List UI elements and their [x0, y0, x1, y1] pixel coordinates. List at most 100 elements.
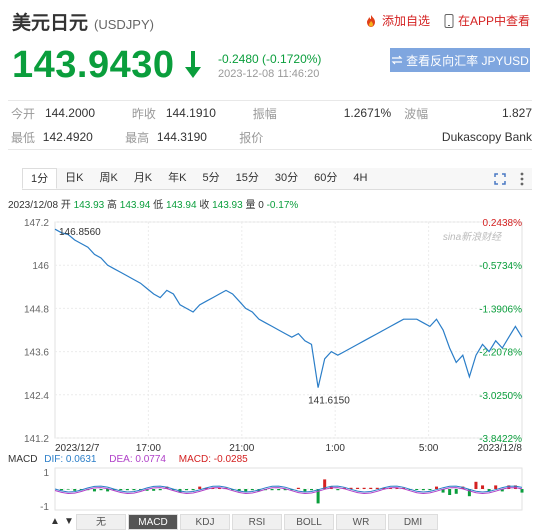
x-tick: 1:00 [325, 443, 345, 454]
quote-value: 1.827 [502, 106, 533, 120]
header-actions: 添加自选 在APP中查看 [364, 12, 530, 29]
price-change: -0.2480 (-0.1720%) [218, 52, 322, 66]
macd-bar [494, 485, 498, 489]
macd-chart[interactable]: 1 -1 [0, 464, 550, 514]
tab-月K[interactable]: 月K [133, 172, 153, 184]
macd-bar [520, 489, 524, 493]
tab-日K[interactable]: 日K [65, 172, 84, 184]
macd-bar [474, 481, 478, 489]
macd-bar [237, 489, 241, 492]
macd-bar [66, 489, 70, 490]
period-tabs: 1分 日K 周K 月K 年K 5分 15分 30分 60分 4H [22, 168, 532, 190]
down-arrow-icon [185, 51, 201, 78]
current-price: 143.9430 [12, 44, 175, 86]
macd-bar [428, 489, 432, 491]
reverse-rate-label: 查看反向汇率 JPYUSD [406, 53, 529, 68]
macd-tick: 1 [43, 468, 49, 479]
symbol-code: (USDJPY) [94, 17, 154, 32]
y-tick-left: 144.8 [24, 304, 49, 315]
macd-bar [336, 489, 340, 491]
indicator-RSI[interactable]: RSI [232, 514, 282, 530]
tab-周K[interactable]: 周K [99, 172, 118, 184]
macd-bar [119, 489, 123, 491]
indicator-MACD[interactable]: MACD [128, 514, 178, 530]
macd-bar [369, 487, 373, 489]
macd-bar [303, 489, 307, 492]
min-label: 141.6150 [308, 396, 350, 407]
macd-bar [500, 489, 504, 492]
scroll-right-icon[interactable]: ▼ [64, 516, 74, 527]
indicator-无[interactable]: 无 [76, 514, 126, 530]
x-tick: 21:00 [229, 443, 254, 454]
quote-label: 报价 [239, 130, 264, 145]
quote-value: 144.2000 [44, 106, 95, 120]
open-in-app-button[interactable]: 在APP中查看 [444, 12, 530, 29]
tab-4H[interactable]: 4H [353, 172, 368, 184]
y-tick-right: -1.3906% [479, 304, 522, 315]
y-tick-right: -3.0250% [479, 391, 522, 402]
macd-bar [132, 489, 136, 491]
quote-value: 144.3190 [156, 130, 207, 144]
indicator-DMI[interactable]: DMI [388, 514, 438, 530]
macd-bar [434, 486, 438, 489]
x-tick: 5:00 [419, 443, 439, 454]
add-watch-button[interactable]: 添加自选 [364, 12, 430, 29]
macd-bar [198, 486, 202, 489]
ohlc-info: 2023/12/08 开 143.93 高 143.94 低 143.94 收 … [8, 200, 299, 211]
fullscreen-icon[interactable] [494, 172, 506, 185]
macd-bar [217, 487, 221, 489]
quote-value: Dukascopy Bank [441, 130, 532, 144]
tab-15分[interactable]: 15分 [235, 172, 259, 184]
dea-line [54, 487, 523, 495]
scroll-left-icon[interactable]: ▲ [50, 516, 60, 527]
macd-bar [296, 487, 300, 489]
macd-bar [356, 487, 360, 489]
price-line [54, 228, 523, 388]
chart-frame [54, 221, 523, 439]
indicator-WR[interactable]: WR [336, 514, 386, 530]
price-chart[interactable]: 147.2 0.2438% 146 -0.5734% 144.8 -1.3906% 143.… [0, 210, 550, 460]
macd-bar [316, 489, 320, 504]
y-tick-left: 147.2 [24, 218, 49, 229]
macd-bar [125, 489, 129, 491]
macd-bar [310, 489, 314, 491]
quote-row: 最低 142.4920 最高 144.3190 报价 Dukascopy Bank [8, 125, 532, 149]
open-in-app-label: 在APP中查看 [457, 14, 530, 28]
page-title: 美元日元 [12, 13, 89, 34]
indicator-KDJ[interactable]: KDJ [180, 514, 230, 530]
tab-30分[interactable]: 30分 [274, 172, 299, 184]
y-tick-left: 142.4 [24, 391, 49, 402]
settings-icon[interactable] [518, 172, 526, 186]
flame-icon [366, 14, 375, 27]
macd-bar [92, 489, 96, 492]
macd-tick: -1 [40, 502, 49, 513]
tab-年K[interactable]: 年K [168, 172, 187, 184]
indicator-BOLL[interactable]: BOLL [284, 514, 334, 530]
tab-1分[interactable]: 1分 [22, 168, 58, 189]
quote-label: 最低 [11, 130, 36, 145]
x-tick: 17:00 [136, 443, 161, 454]
macd-bar [158, 489, 162, 491]
quote-table: 今开 144.2000 昨收 144.1910 振幅 1.2671% 波幅 1.827 最低 14… [8, 100, 532, 150]
macd-bar [165, 486, 169, 489]
macd-bar [448, 489, 452, 495]
reverse-rate-button[interactable]: 查看反向汇率 JPYUSD [390, 48, 530, 72]
macd-bar [441, 489, 445, 493]
macd-bar [185, 489, 189, 491]
macd-bar [415, 489, 419, 490]
add-watch-label: 添加自选 [381, 14, 430, 28]
tab-5分[interactable]: 5分 [202, 172, 220, 184]
macd-bar [99, 489, 103, 491]
y-tick-left: 146 [32, 261, 49, 272]
tab-60分[interactable]: 60分 [314, 172, 338, 184]
quote-label: 今开 [11, 106, 36, 121]
macd-bar [277, 489, 281, 491]
macd-bar [467, 489, 471, 497]
header: 美元日元 (USDJPY) [12, 8, 154, 35]
macd-bar [244, 489, 248, 492]
quote-label: 昨收 [131, 106, 156, 121]
y-tick-left: 143.6 [24, 348, 49, 359]
macd-bar [349, 487, 353, 489]
y-tick-right: -0.5734% [479, 261, 522, 272]
quote-value: 142.4920 [42, 130, 93, 144]
